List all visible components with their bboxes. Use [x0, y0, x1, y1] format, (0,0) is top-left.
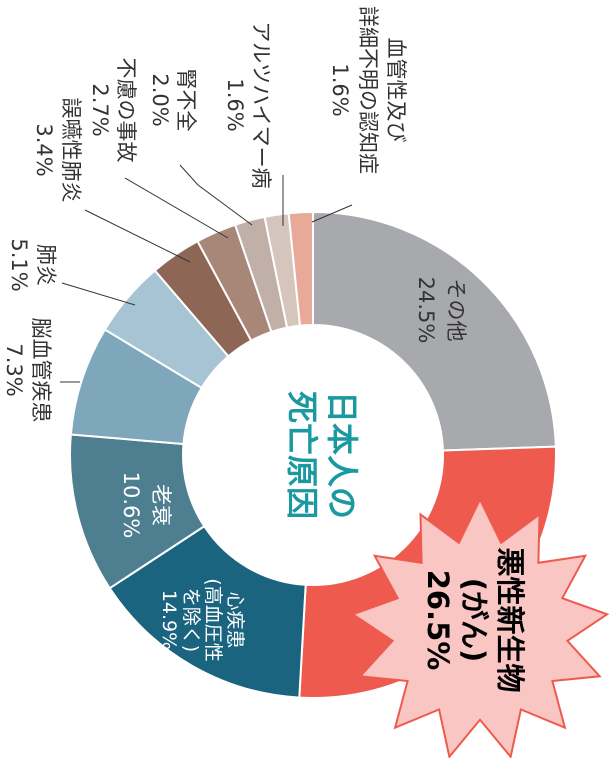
value-label: 7.3%: [2, 343, 26, 396]
donut-slice: [108, 524, 307, 699]
category-label: 心疾患: [225, 591, 247, 648]
category-label: 血管性及び: [384, 38, 408, 143]
value-label: 2.0%: [148, 73, 172, 126]
leader-line: [311, 204, 353, 223]
slice-label: 心疾患(高血圧性を除く)14.9%: [159, 578, 247, 661]
leader-line: [124, 177, 229, 239]
value-label: 2.7%: [88, 83, 112, 136]
slice-label: 不慮の事故2.7%: [88, 58, 138, 163]
starburst: [350, 497, 610, 758]
category-label: アルツハイマー病: [249, 21, 273, 188]
value-label: 5.1%: [7, 238, 31, 291]
value-label: 14.9%: [159, 590, 181, 650]
leader-line: [84, 209, 191, 263]
title-line: 死亡原因: [283, 391, 321, 519]
category-label: を除く): [181, 588, 203, 652]
category-label: (高血圧性: [203, 578, 225, 661]
title-line: 日本人の: [323, 391, 361, 519]
category-label: 詳細不明の認知症: [356, 6, 380, 174]
value-label: 24.5%: [414, 277, 438, 344]
slice-label: 誤嚥性肺炎3.4%: [32, 98, 83, 203]
leader-line: [179, 164, 253, 226]
donut-slice: [287, 210, 314, 327]
slice-label: 脳血管疾患7.3%: [2, 318, 53, 423]
slice-label: 悪性新生物(がん)26.5%: [421, 547, 527, 692]
category-label: 老衰: [149, 484, 173, 526]
slice-label: 腎不全2.0%: [148, 69, 198, 132]
slice-label: 老衰10.6%: [119, 472, 173, 539]
value-label: 1.6%: [328, 63, 352, 116]
category-label: 誤嚥性肺炎: [59, 98, 83, 203]
category-label: (がん): [457, 578, 491, 663]
value-label: 3.4%: [32, 123, 56, 176]
slice-label: 血管性及び詳細不明の認知症1.6%: [328, 6, 408, 174]
category-label: 脳血管疾患: [29, 318, 53, 423]
category-label: その他: [444, 279, 468, 342]
value-label: 10.6%: [119, 472, 143, 539]
category-label: 悪性新生物: [493, 547, 527, 692]
donut-slice: [312, 210, 557, 452]
category-label: 腎不全: [174, 69, 198, 132]
category-label: 肺炎: [34, 244, 58, 286]
center-title: 日本人の死亡原因: [283, 391, 361, 519]
slice-label: その他24.5%: [414, 277, 468, 344]
value-label: 26.5%: [421, 570, 455, 671]
slice-label: アルツハイマー病1.6%: [223, 21, 273, 188]
slice-label: 肺炎5.1%: [7, 238, 58, 291]
value-label: 1.6%: [223, 78, 247, 131]
leader-line: [61, 282, 136, 306]
category-label: 不慮の事故: [114, 58, 138, 163]
